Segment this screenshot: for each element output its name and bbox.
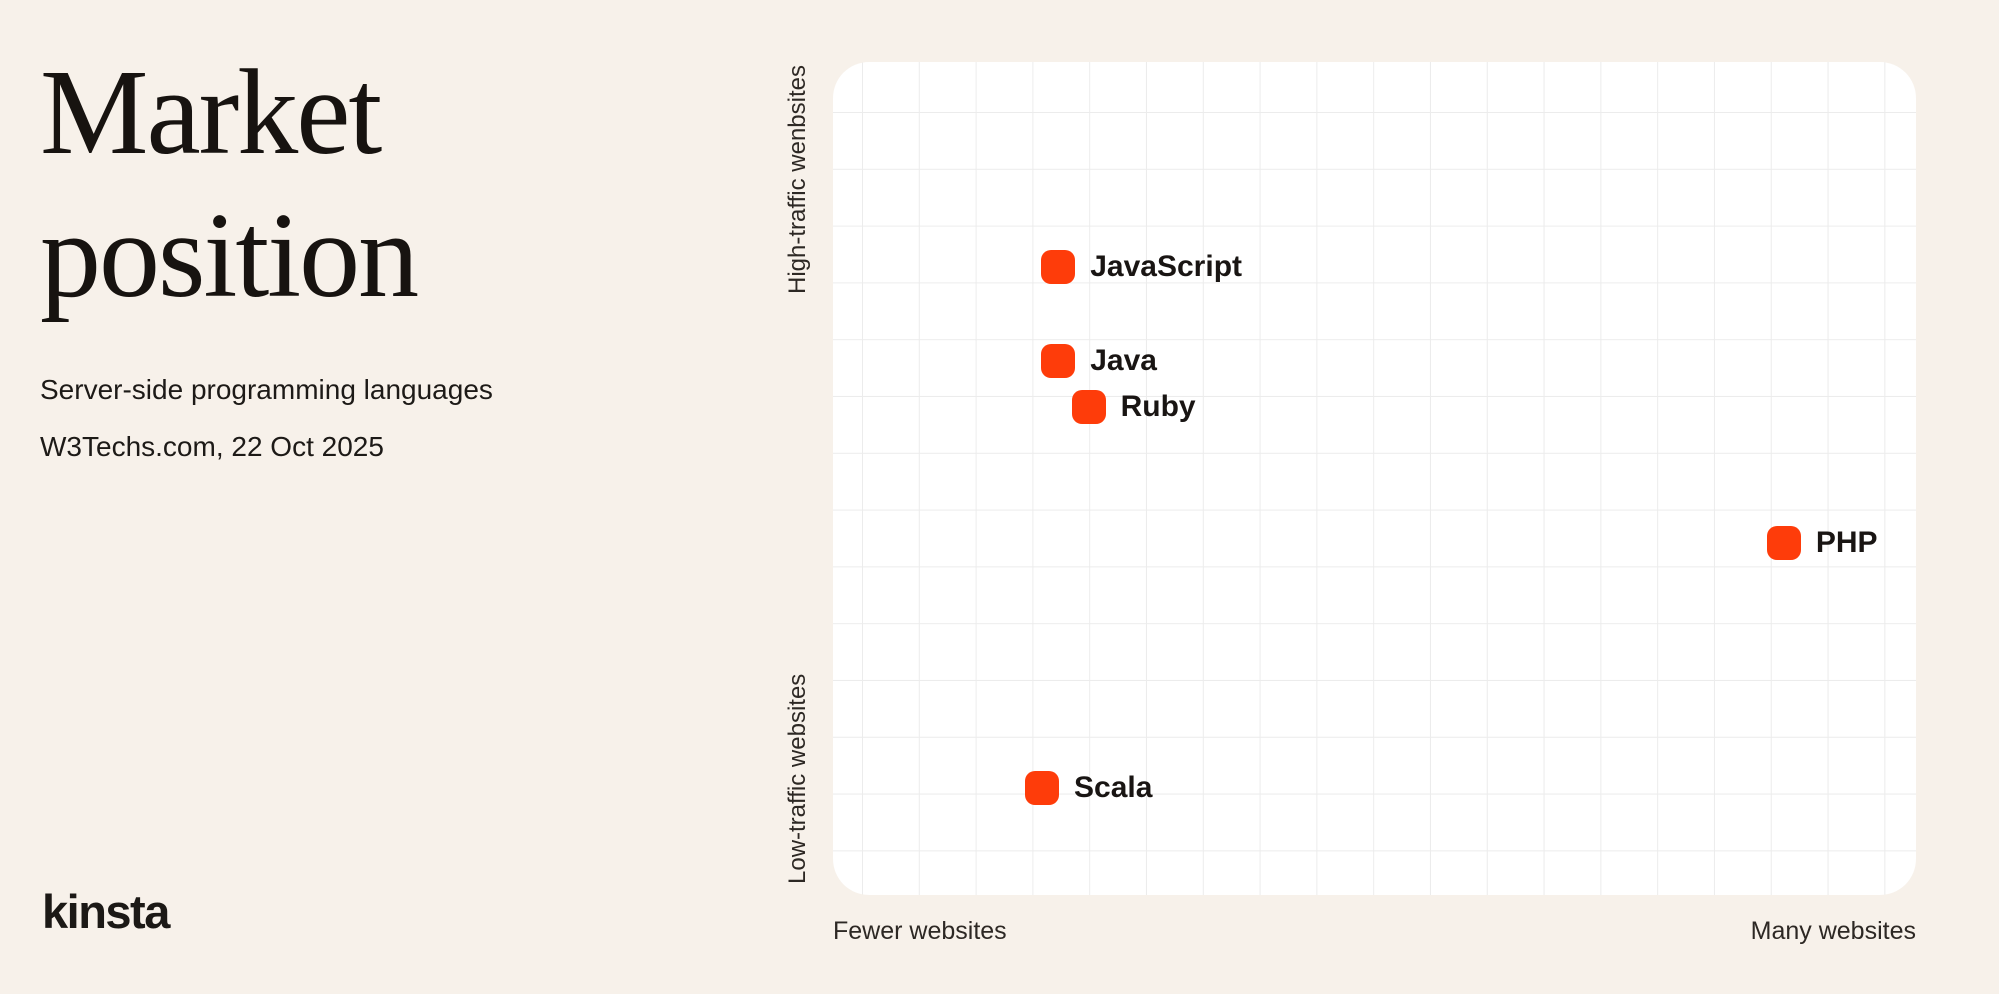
kinsta-logo: kinsta (42, 885, 170, 938)
plot-area: JavaScript Java Ruby PHP Scala (833, 62, 1916, 895)
data-point-ruby: Ruby (1071, 389, 1196, 424)
point-marker-icon (1766, 525, 1801, 560)
y-axis-top-label: High-traffic wenbsites (784, 65, 811, 295)
y-axis-bottom-label: Low-traffic websites (784, 673, 811, 885)
data-point-scala: Scala (1025, 771, 1153, 806)
point-label: Ruby (1120, 389, 1196, 423)
x-axis-left-label: Fewer websites (833, 917, 1007, 945)
page-title-line1: Market (40, 45, 382, 180)
data-source-caption: W3Techs.com, 22 Oct 2025 (40, 431, 384, 462)
page-title: Market position (40, 42, 419, 327)
point-label: PHP (1815, 525, 1878, 559)
point-marker-icon (1025, 771, 1060, 806)
point-marker-icon (1041, 344, 1076, 379)
point-label: Java (1090, 344, 1157, 378)
data-point-php: PHP (1766, 525, 1878, 560)
point-marker-icon (1041, 249, 1076, 284)
point-label: JavaScript (1090, 249, 1243, 283)
x-axis-right-label: Many websites (1750, 917, 1916, 945)
chart-subtitle: Server-side programming languages (40, 374, 493, 405)
data-point-javascript: JavaScript (1041, 249, 1243, 284)
point-label: Scala (1074, 771, 1153, 805)
page-title-line2: position (40, 187, 419, 323)
data-point-java: Java (1041, 344, 1157, 379)
point-marker-icon (1071, 389, 1106, 424)
